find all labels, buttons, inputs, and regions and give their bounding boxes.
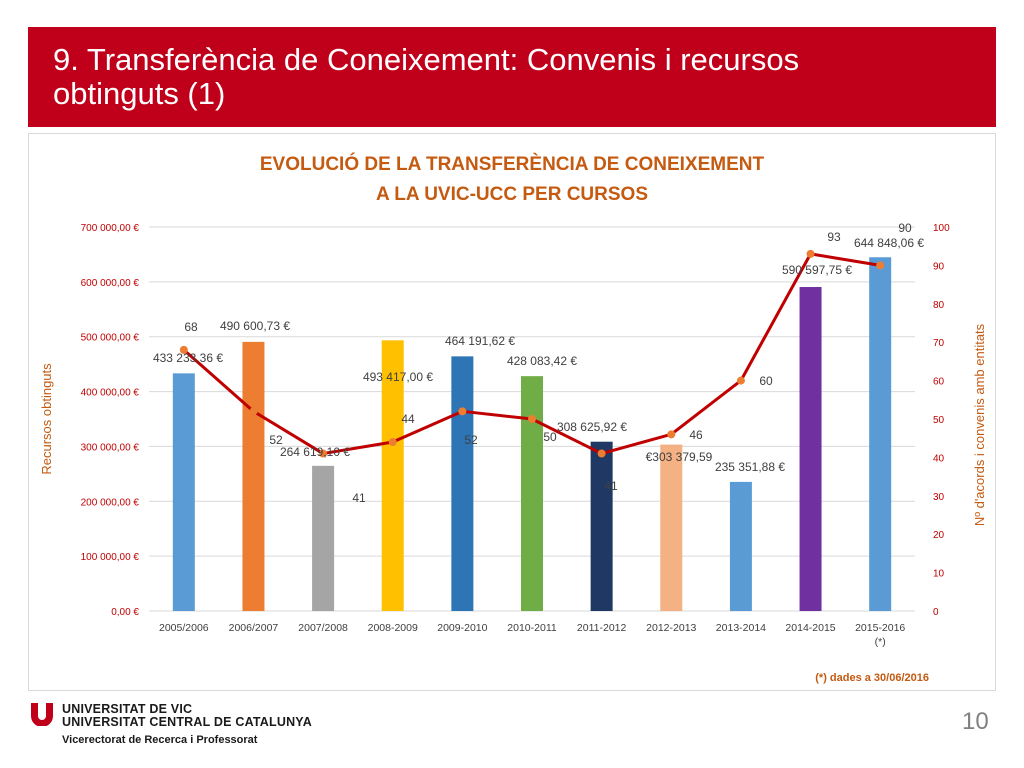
x-tick-label: 2007/2008 <box>298 622 348 634</box>
line-value-label: 46 <box>689 428 703 442</box>
line-marker <box>319 449 328 458</box>
chart-title-line1: EVOLUCIÓ DE LA TRANSFERÈNCIA DE CONEIXEM… <box>260 153 765 175</box>
chart: EVOLUCIÓ DE LA TRANSFERÈNCIA DE CONEIXEM… <box>39 153 987 684</box>
line-value-label: 41 <box>604 479 618 493</box>
line-marker <box>736 376 745 385</box>
line-marker <box>458 407 467 416</box>
bar <box>242 341 265 611</box>
line-marker <box>528 415 536 423</box>
bar-value-label: 428 083,42 € <box>507 354 577 368</box>
x-tick-label: 2010-2011 <box>507 622 557 634</box>
bar <box>172 373 195 611</box>
y-tick-label-right: 70 <box>933 338 945 349</box>
line-value-label: 60 <box>759 374 773 388</box>
line-marker <box>876 261 885 270</box>
y-tick-label-left: 400 000,00 € <box>81 388 140 399</box>
line-marker <box>249 407 258 416</box>
y-tick-label-right: 50 <box>933 415 945 426</box>
university-name-line1: UNIVERSITAT DE VIC <box>62 702 193 716</box>
x-tick-label: 2009-2010 <box>437 622 487 634</box>
bar-value-label: 644 848,06 € <box>854 236 924 250</box>
line-marker <box>388 438 397 447</box>
y-tick-label-left: 100 000,00 € <box>81 552 140 563</box>
bar <box>381 340 404 611</box>
slide-title: 9. Transferència de Coneixement: Conveni… <box>53 43 933 111</box>
y-tick-label-left: 700 000,00 € <box>81 223 140 234</box>
line-value-label: 50 <box>543 430 557 444</box>
y-axis-title-left: Recursos obtinguts <box>39 363 54 475</box>
bar-value-label: 590 597,75 € <box>782 263 852 277</box>
y-tick-label-right: 60 <box>933 377 945 388</box>
university-logo-icon <box>31 703 53 726</box>
y-tick-label-left: 0,00 € <box>111 607 139 618</box>
x-tick-label: 2015-2016 <box>855 622 905 634</box>
x-tick-label: 2014-2015 <box>785 622 835 634</box>
line-marker <box>597 449 606 458</box>
y-tick-label-left: 500 000,00 € <box>81 333 140 344</box>
y-tick-label-right: 20 <box>933 530 945 541</box>
bar <box>729 481 752 611</box>
y-tick-label-left: 200 000,00 € <box>81 497 140 508</box>
bar <box>660 444 683 611</box>
line-value-label: 90 <box>898 221 912 235</box>
bar-value-label: 464 191,62 € <box>445 334 515 348</box>
bar-value-label: 308 625,92 € <box>557 420 627 434</box>
y-axis-title-right: Nº d'acords i convenis amb entitats <box>972 323 987 526</box>
line-value-label: 44 <box>401 412 415 426</box>
bar <box>869 257 892 611</box>
line-value-label: 52 <box>269 433 283 447</box>
y-tick-label-left: 300 000,00 € <box>81 442 140 453</box>
university-name: UNIVERSITAT DE VIC UNIVERSITAT CENTRAL D… <box>62 703 312 729</box>
x-tick-label: 2013-2014 <box>716 622 766 634</box>
bar-value-label: 264 619,10 € <box>280 445 350 459</box>
vicerectorat-label: Vicerectorat de Recerca i Professorat <box>62 734 258 746</box>
page-number: 10 <box>962 708 989 735</box>
bar <box>521 376 543 611</box>
x-tick-label: 2008-2009 <box>368 622 418 634</box>
bar <box>590 441 613 611</box>
bar <box>451 356 474 611</box>
y-tick-label-right: 100 <box>933 223 950 234</box>
bar-value-label: 490 600,73 € <box>220 319 290 333</box>
x-tick-label: 2012-2013 <box>646 622 696 634</box>
bar-value-label: 235 351,88 € <box>715 460 785 474</box>
y-tick-label-right: 10 <box>933 569 945 580</box>
y-tick-label-left: 600 000,00 € <box>81 278 140 289</box>
chart-frame: EVOLUCIÓ DE LA TRANSFERÈNCIA DE CONEIXEM… <box>28 133 996 691</box>
university-name-line2: UNIVERSITAT CENTRAL DE CATALUNYA <box>62 715 312 729</box>
bar-value-label: 433 233,36 € <box>153 351 223 365</box>
bar-value-label: 493 417,00 € <box>363 370 433 384</box>
line-marker <box>667 430 676 439</box>
x-tick-label: 2005/2006 <box>159 622 209 634</box>
line-marker <box>806 249 815 258</box>
x-tick-label: 2011-2012 <box>577 622 627 634</box>
line-value-label: 93 <box>827 230 841 244</box>
line-value-label: 68 <box>184 320 198 334</box>
bar <box>312 465 335 611</box>
slide-header: 9. Transferència de Coneixement: Conveni… <box>28 27 996 127</box>
bar-value-label: €303 379,59 <box>646 450 713 464</box>
y-tick-label-right: 30 <box>933 492 945 503</box>
y-tick-label-right: 90 <box>933 261 945 272</box>
y-tick-label-right: 80 <box>933 300 945 311</box>
chart-title-line2: A LA UVIC-UCC PER CURSOS <box>376 184 648 205</box>
bar <box>799 287 822 611</box>
slide-title-line1: 9. Transferència de Coneixement: Conveni… <box>53 42 800 77</box>
line-marker <box>179 345 188 354</box>
line-value-label: 41 <box>352 491 366 505</box>
y-tick-label-right: 40 <box>933 453 945 464</box>
x-tick-note: (*) <box>875 636 886 648</box>
line-value-label: 52 <box>464 433 478 447</box>
chart-footnote: (*) dades a 30/06/2016 <box>815 672 929 684</box>
slide-title-line2: obtinguts (1) <box>53 76 226 111</box>
x-tick-label: 2006/2007 <box>229 622 279 634</box>
y-tick-label-right: 0 <box>933 607 939 618</box>
